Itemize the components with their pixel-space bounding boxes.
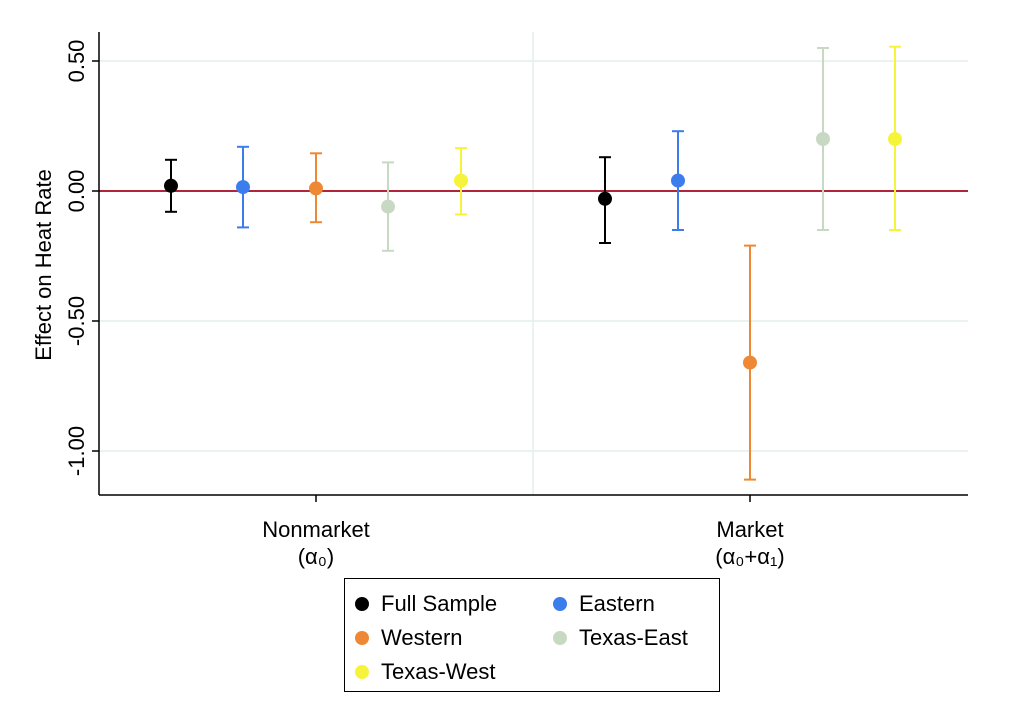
legend-item: Eastern <box>553 590 655 618</box>
legend-item: Texas-West <box>355 658 496 686</box>
legend-marker <box>553 631 567 645</box>
marks-layer <box>164 45 902 481</box>
legend-item: Western <box>355 624 463 652</box>
point-estimate <box>816 132 830 146</box>
point-estimate <box>164 178 178 193</box>
legend: Full Sample Eastern Western Texas-East Texas… <box>344 578 720 692</box>
y-tick-label: -0.50 <box>64 296 89 346</box>
x-tick-label: Market <box>716 517 783 542</box>
x-tick-sublabel: (α₀+α₁) <box>715 544 785 569</box>
legend-marker <box>355 665 369 679</box>
legend-item: Texas-East <box>553 624 688 652</box>
point-estimate <box>236 180 250 195</box>
grid-layer <box>99 32 968 495</box>
y-tick-label: 0.50 <box>64 40 89 83</box>
x-tick-label: Nonmarket <box>262 517 370 542</box>
legend-marker <box>355 597 369 611</box>
point-estimate <box>888 132 902 146</box>
y-tick-label: 0.00 <box>64 170 89 213</box>
point-estimate <box>381 199 395 214</box>
axes-layer: 0.50 0.00 -0.50 -1.00 Nonmarket(α₀) Market(α₀… <box>64 32 968 569</box>
y-axis-title: Effect on Heat Rate <box>31 169 56 361</box>
legend-label: Full Sample <box>381 591 498 616</box>
legend-marker <box>355 631 369 645</box>
point-estimate <box>743 355 757 370</box>
legend-marker <box>553 597 567 611</box>
legend-label: Western <box>381 625 463 650</box>
legend-label: Texas-East <box>579 625 688 650</box>
legend-label: Texas-West <box>381 659 496 684</box>
legend-item: Full Sample <box>355 590 497 618</box>
legend-label: Eastern <box>579 591 655 616</box>
y-tick-label: -1.00 <box>64 426 89 476</box>
x-tick-sublabel: (α₀) <box>298 544 335 569</box>
point-estimate <box>454 173 468 188</box>
point-estimate <box>671 173 685 188</box>
point-estimate <box>309 181 323 196</box>
point-estimate <box>598 191 612 206</box>
